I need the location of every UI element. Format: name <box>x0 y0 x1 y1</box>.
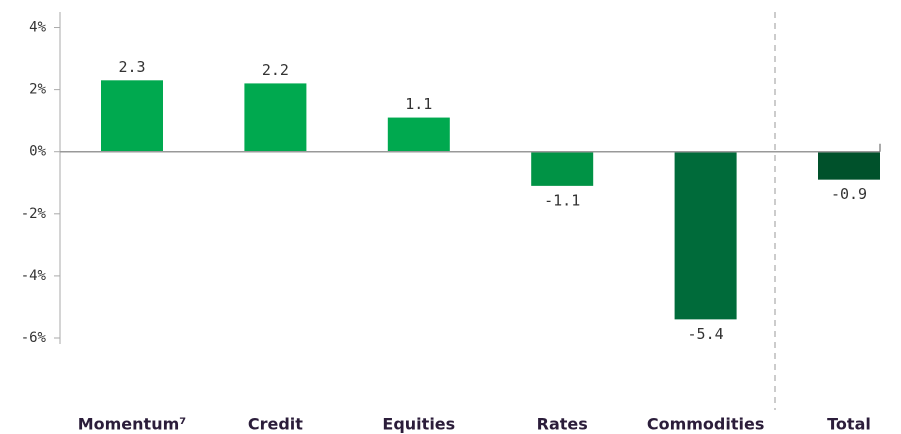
x-tick-label: Equities <box>382 415 455 434</box>
x-tick-label: Commodities <box>647 415 765 434</box>
value-label: -5.4 <box>688 325 724 343</box>
bar <box>531 151 594 186</box>
y-tick-label: -6% <box>21 330 47 346</box>
x-tick-label: Momentum⁷ <box>78 415 187 434</box>
value-label: -0.9 <box>831 185 867 203</box>
x-tick-label: Rates <box>537 415 588 434</box>
value-label: -1.1 <box>544 191 580 209</box>
value-label: 2.2 <box>262 61 289 79</box>
y-tick-label: 4% <box>29 20 46 36</box>
bar <box>387 117 450 152</box>
value-label: 1.1 <box>405 95 432 113</box>
x-tick-label: Credit <box>248 415 303 434</box>
y-tick-label: 2% <box>29 82 46 98</box>
y-tick-label: -2% <box>21 206 47 222</box>
y-tick-label: 0% <box>29 144 46 160</box>
bar <box>101 80 163 152</box>
bar <box>674 151 737 320</box>
x-tick-label: Total <box>827 415 871 434</box>
value-label: 2.3 <box>118 58 145 76</box>
bar <box>818 151 880 180</box>
bar <box>244 83 307 152</box>
y-tick-label: -4% <box>21 268 47 284</box>
